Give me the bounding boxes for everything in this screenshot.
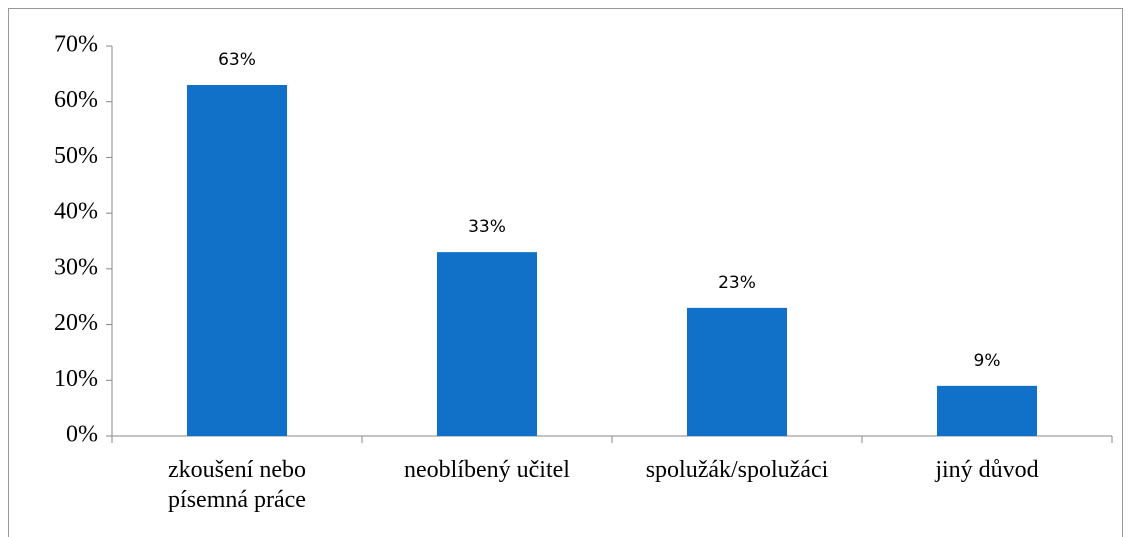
x-tick-label: jiný důvod: [872, 455, 1102, 485]
chart-border: [8, 8, 1123, 537]
data-label: 63%: [218, 50, 256, 70]
y-tick-label: 50%: [54, 143, 98, 169]
x-tick-text: neoblíbený učitel: [404, 457, 570, 483]
x-tick-label: spolužák/spolužáci: [622, 455, 852, 485]
y-tick-label: 30%: [54, 254, 98, 280]
data-label: 33%: [468, 217, 506, 237]
y-tick-label: 10%: [54, 366, 98, 392]
data-label: 9%: [974, 351, 1001, 371]
bar: [437, 252, 537, 436]
bar: [687, 307, 787, 436]
x-tick-text: spolužák/spolužáci: [645, 457, 829, 483]
x-tick-text: jiný důvod: [935, 457, 1039, 483]
y-tick-label: 0%: [66, 422, 98, 448]
x-tick-label: zkoušení nebo písemná práce: [122, 455, 352, 515]
y-tick-label: 40%: [54, 199, 98, 225]
y-tick-label: 70%: [54, 32, 98, 58]
bar: [187, 85, 287, 436]
y-tick-label: 20%: [54, 310, 98, 336]
bar: [937, 385, 1037, 436]
data-label: 23%: [718, 273, 756, 293]
y-tick-label: 60%: [54, 87, 98, 113]
x-tick-label: neoblíbený učitel: [372, 455, 602, 485]
x-tick-text: zkoušení nebo písemná práce: [168, 457, 306, 513]
